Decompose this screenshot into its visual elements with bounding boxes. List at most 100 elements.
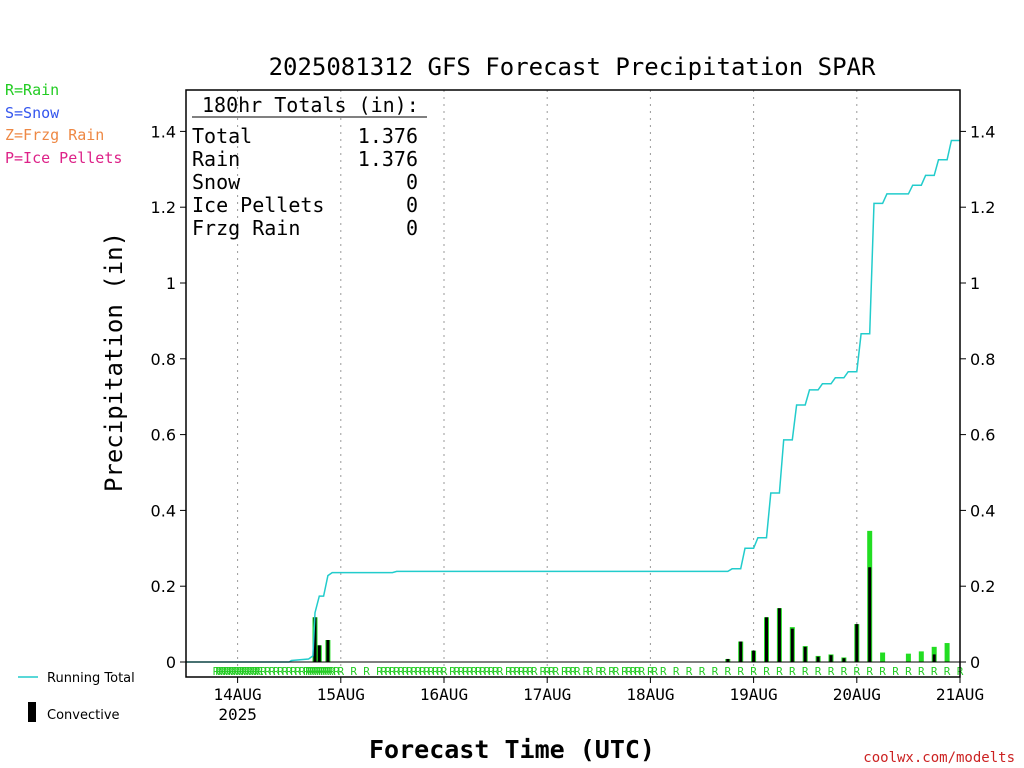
rain-type-marker: R xyxy=(866,665,873,678)
rain-type-marker: R xyxy=(630,665,637,678)
rain-type-marker: R xyxy=(246,665,253,678)
rain-type-marker: R xyxy=(634,665,641,678)
convective-bar xyxy=(803,646,807,662)
y-axis-ticks: 0 00.2 0.20.4 0.40.6 0.60.8 0.81 11.2 1.21.4 1.4 xyxy=(151,122,996,672)
running-total-polyline xyxy=(186,139,960,663)
rain-type-marker: R xyxy=(944,665,951,678)
totals-row-label: Total xyxy=(192,124,252,148)
rain-type-marker: R xyxy=(221,665,228,678)
convective-bar xyxy=(855,624,859,662)
rain-type-marker: R xyxy=(763,665,770,678)
rain-type-marker: R xyxy=(626,665,633,678)
rain-type-marker: R xyxy=(428,665,435,678)
rain-type-marker: R xyxy=(853,665,860,678)
y-tick-label-left: 0 xyxy=(166,653,176,672)
rain-type-marker: R xyxy=(815,665,822,678)
rain-type-marker: R xyxy=(638,665,645,678)
convective-bar xyxy=(765,617,768,662)
rain-type-marker: R xyxy=(432,665,439,678)
rain-type-marker: R xyxy=(312,665,319,678)
precip-bar xyxy=(905,653,911,662)
y-tick-label-right: 0.8 xyxy=(970,350,995,369)
rain-type-marker: R xyxy=(231,665,238,678)
y-tick-label-right: 1.2 xyxy=(970,198,995,217)
rain-type-marker: R xyxy=(595,665,602,678)
rain-type-marker: R xyxy=(454,665,461,678)
rain-type-marker: R xyxy=(484,665,491,678)
rain-type-marker: R xyxy=(509,665,516,678)
rain-type-marker: R xyxy=(505,665,512,678)
rain-type-marker: R xyxy=(325,665,332,678)
rain-type-marker: R xyxy=(608,665,615,678)
convective-legend-label: Convective xyxy=(47,708,120,723)
rain-type-marker: R xyxy=(492,665,499,678)
rain-type-marker: R xyxy=(458,665,465,678)
y-tick-label-right: 0.6 xyxy=(970,426,995,445)
totals-heading: 180hr Totals (in): xyxy=(202,93,419,117)
rain-type-marker: R xyxy=(436,665,443,678)
rain-type-marker: R xyxy=(226,665,233,678)
rain-type-marker: R xyxy=(290,665,297,678)
rain-type-marker: R xyxy=(522,665,529,678)
y-tick-label-left: 0.4 xyxy=(151,501,176,520)
convective-bar xyxy=(739,641,743,662)
convective-bar xyxy=(868,567,872,662)
rain-type-marker: R xyxy=(905,665,912,678)
totals-row-value: 0 xyxy=(406,216,418,240)
convective-bar xyxy=(313,617,317,662)
rain-type-marker: R xyxy=(892,665,899,678)
rain-type-marker: R xyxy=(376,665,383,678)
y-tick-label-right: 0.2 xyxy=(970,577,995,596)
rain-type-marker: R xyxy=(314,665,321,678)
rain-type-marker: R xyxy=(548,665,555,678)
rain-type-marker: R xyxy=(251,665,258,678)
precip-type-markers: RRRRRRRRRRRRRRRRRRRRRRRRRRRRRRRRRRRRRRRR… xyxy=(213,665,964,678)
rain-type-marker: R xyxy=(241,665,248,678)
rain-type-marker: R xyxy=(673,665,680,678)
rain-type-marker: R xyxy=(393,665,400,678)
convective-bar xyxy=(752,650,756,662)
rain-type-marker: R xyxy=(419,665,426,678)
convective-bar xyxy=(816,656,820,662)
rain-type-marker: R xyxy=(651,665,658,678)
rain-type-marker: R xyxy=(462,665,469,678)
rain-type-marker: R xyxy=(561,665,568,678)
convective-bar xyxy=(829,655,833,662)
convective-bar xyxy=(842,658,846,662)
totals-row-value: 1.376 xyxy=(358,147,418,171)
rain-type-marker: R xyxy=(363,665,370,678)
convective-bar xyxy=(932,654,936,662)
x-tick-label: 16AUG xyxy=(420,685,468,704)
rain-type-marker: R xyxy=(423,665,430,678)
rain-type-marker: R xyxy=(737,665,744,678)
rain-type-marker: R xyxy=(316,665,323,678)
rain-type-marker: R xyxy=(310,665,317,678)
rain-type-marker: R xyxy=(415,665,422,678)
rain-type-marker: R xyxy=(307,665,314,678)
totals-row-label: Snow xyxy=(192,170,241,194)
y-tick-label-left: 1 xyxy=(166,274,176,293)
rain-type-marker: R xyxy=(570,665,577,678)
rain-type-marker: R xyxy=(406,665,413,678)
y-tick-label-left: 0.2 xyxy=(151,577,176,596)
precip-bar xyxy=(918,651,924,662)
rain-type-marker: R xyxy=(380,665,387,678)
rain-type-marker: R xyxy=(587,665,594,678)
rain-type-marker: R xyxy=(260,665,267,678)
y-tick-label-left: 0.8 xyxy=(151,350,176,369)
rain-type-marker: R xyxy=(318,665,325,678)
rain-type-marker: R xyxy=(613,665,620,678)
rain-type-marker: R xyxy=(286,665,293,678)
y-tick-label-right: 0.4 xyxy=(970,501,995,520)
y-tick-label-left: 1.4 xyxy=(151,122,176,141)
rain-type-marker: R xyxy=(540,665,547,678)
rain-type-marker: R xyxy=(712,665,719,678)
rain-type-marker: R xyxy=(841,665,848,678)
totals-row-value: 0 xyxy=(406,193,418,217)
rain-type-marker: R xyxy=(398,665,405,678)
convective-bar xyxy=(317,645,321,662)
type-legend-snow: S=Snow xyxy=(5,104,60,122)
rain-type-marker: R xyxy=(249,665,256,678)
rain-type-marker: R xyxy=(299,665,306,678)
